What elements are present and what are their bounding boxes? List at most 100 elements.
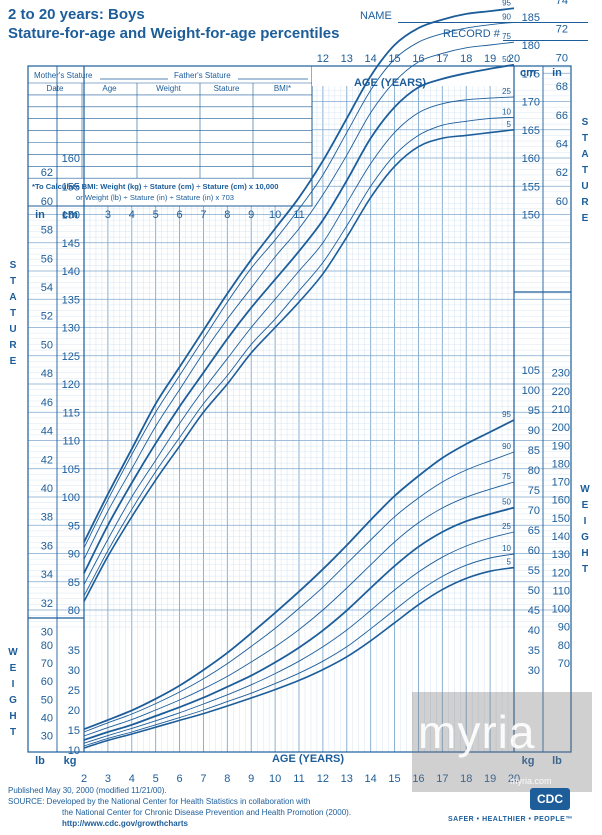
age-tick-top: 14	[365, 53, 377, 65]
age-tick-bottom: 11	[293, 773, 304, 785]
record-col-header: Weight	[156, 84, 182, 93]
stature-cm-tick-right: 155	[522, 181, 540, 193]
stature-in-unit-left: in	[35, 209, 45, 221]
stature-in-tick-right: 62	[556, 167, 568, 179]
stature-in-tick-left: 60	[41, 196, 53, 208]
weight-kg-tick-right: 60	[528, 545, 540, 557]
weight-lb-tick-right: 200	[552, 422, 570, 434]
weight-kg-unit-right: kg	[522, 755, 535, 767]
weight-kg-tick-right: 95	[528, 405, 540, 417]
weight-kg-tick-right: 30	[528, 665, 540, 677]
age-tick-top: 15	[388, 53, 400, 65]
weight-kg-tick-right: 90	[528, 425, 540, 437]
weight-kg-tick-right: 40	[528, 625, 540, 637]
stature-vertical-label-left: U	[9, 324, 16, 335]
weight-lb-tick-left: 60	[41, 676, 53, 688]
weight-kg-tick-right: 55	[528, 565, 540, 577]
weight-kg-tick-right: 105	[522, 365, 540, 377]
weight-lb-tick-right: 160	[552, 495, 570, 507]
weight-lb-tick-right: 80	[558, 640, 570, 652]
stature-vertical-label-right: T	[582, 165, 588, 176]
age-tick-bottom: 5	[153, 773, 159, 785]
chart-axes	[27, 65, 572, 753]
cdc-tagline: SAFER • HEALTHIER • PEOPLE™	[448, 816, 573, 823]
stature-p95-label: 95	[502, 0, 511, 7]
stature-cm-tick-right: 150	[522, 210, 540, 222]
stature-in-tick-right: 64	[556, 139, 568, 151]
stature-vertical-label-right: S	[582, 117, 589, 128]
weight-p90-label: 90	[502, 442, 511, 451]
age-tick-mid: 3	[105, 209, 111, 221]
weight-lb-unit-right: lb	[552, 755, 562, 767]
stature-vertical-label-left: E	[10, 356, 17, 367]
weight-p95-curve	[83, 419, 515, 731]
stature-in-tick-left: 38	[41, 512, 53, 524]
weight-lb-tick-left: 50	[41, 694, 53, 706]
name-label: NAME	[360, 10, 392, 22]
source-line-2: the National Center for Chronic Disease …	[62, 808, 352, 817]
stature-cm-tick-right: 180	[522, 40, 540, 52]
stature-cm-tick-right: 170	[522, 97, 540, 109]
stature-p75-label: 75	[502, 32, 511, 41]
weight-lb-tick-right: 190	[552, 440, 570, 452]
stature-in-unit-right: in	[552, 67, 562, 79]
source-line-1: SOURCE: Developed by the National Center…	[8, 797, 311, 806]
weight-kg-tick-right: 35	[528, 645, 540, 657]
weight-lb-tick-right: 220	[552, 386, 570, 398]
stature-in-tick-right: 60	[556, 196, 568, 208]
source-url[interactable]: http://www.cdc.gov/growthcharts	[62, 819, 188, 828]
stature-p5-curve	[83, 128, 515, 602]
stature-cm-tick-left: 160	[62, 153, 80, 165]
age-tick-bottom: 3	[105, 773, 111, 785]
age-tick-bottom: 4	[129, 773, 135, 785]
weight-vertical-label-right: E	[582, 500, 589, 511]
weight-p25-curve	[83, 531, 515, 744]
stature-p50-curve	[83, 63, 515, 574]
stature-in-tick-left: 46	[41, 397, 53, 409]
stature-p25-label: 25	[502, 87, 511, 96]
stature-vertical-label-left: S	[10, 260, 17, 271]
weight-kg-tick-left: 30	[68, 665, 80, 677]
age-tick-mid: 11	[293, 209, 304, 221]
weight-vertical-label-left: G	[9, 695, 17, 706]
weight-lb-tick-right: 170	[552, 477, 570, 489]
name-field[interactable]	[398, 22, 588, 23]
age-axis-title-bottom: AGE (YEARS)	[272, 753, 344, 765]
age-tick-bottom: 16	[412, 773, 424, 785]
weight-p75-curve	[83, 481, 515, 737]
stature-cm-tick-right: 185	[522, 12, 540, 24]
weight-p10-label: 10	[502, 544, 511, 553]
stature-cm-tick-left: 110	[62, 436, 80, 448]
stature-cm-tick-left: 85	[68, 577, 80, 589]
weight-vertical-label-right: T	[582, 564, 588, 575]
weight-kg-tick-right: 100	[522, 385, 540, 397]
stature-cm-tick-right: 160	[522, 153, 540, 165]
weight-kg-tick-right: 85	[528, 445, 540, 457]
weight-lb-tick-right: 120	[552, 567, 570, 579]
weight-p10-curve	[83, 553, 515, 747]
weight-kg-tick-left: 25	[68, 685, 80, 697]
record-col-header: Age	[102, 84, 117, 93]
weight-vertical-label-left: E	[10, 663, 17, 674]
stature-cm-tick-left: 125	[62, 351, 80, 363]
stature-cm-tick-left: 80	[68, 605, 80, 617]
stature-cm-tick-left: 155	[62, 181, 80, 193]
published-note: Published May 30, 2000 (modified 11/21/0…	[8, 786, 167, 795]
record-col-header: Date	[47, 84, 64, 93]
record-table-box	[27, 65, 313, 207]
record-field[interactable]	[503, 40, 588, 41]
weight-p25-label: 25	[502, 522, 511, 531]
weight-lb-tick-right: 110	[552, 585, 570, 597]
stature-cm-tick-right: 175	[522, 68, 540, 80]
weight-p50-label: 50	[502, 498, 511, 507]
age-tick-top: 20	[508, 53, 520, 65]
weight-lb-tick-right: 70	[558, 658, 570, 670]
age-tick-bottom: 9	[248, 773, 254, 785]
age-tick-bottom: 6	[176, 773, 182, 785]
weight-p90-curve	[83, 451, 515, 733]
weight-lb-tick-right: 140	[552, 531, 570, 543]
stature-cm-tick-left: 135	[62, 294, 80, 306]
weight-vertical-label-left: H	[9, 711, 16, 722]
weight-lb-tick-right: 180	[552, 458, 570, 470]
record-table: Mother's Stature Father's Stature Date Age W…	[27, 65, 543, 207]
